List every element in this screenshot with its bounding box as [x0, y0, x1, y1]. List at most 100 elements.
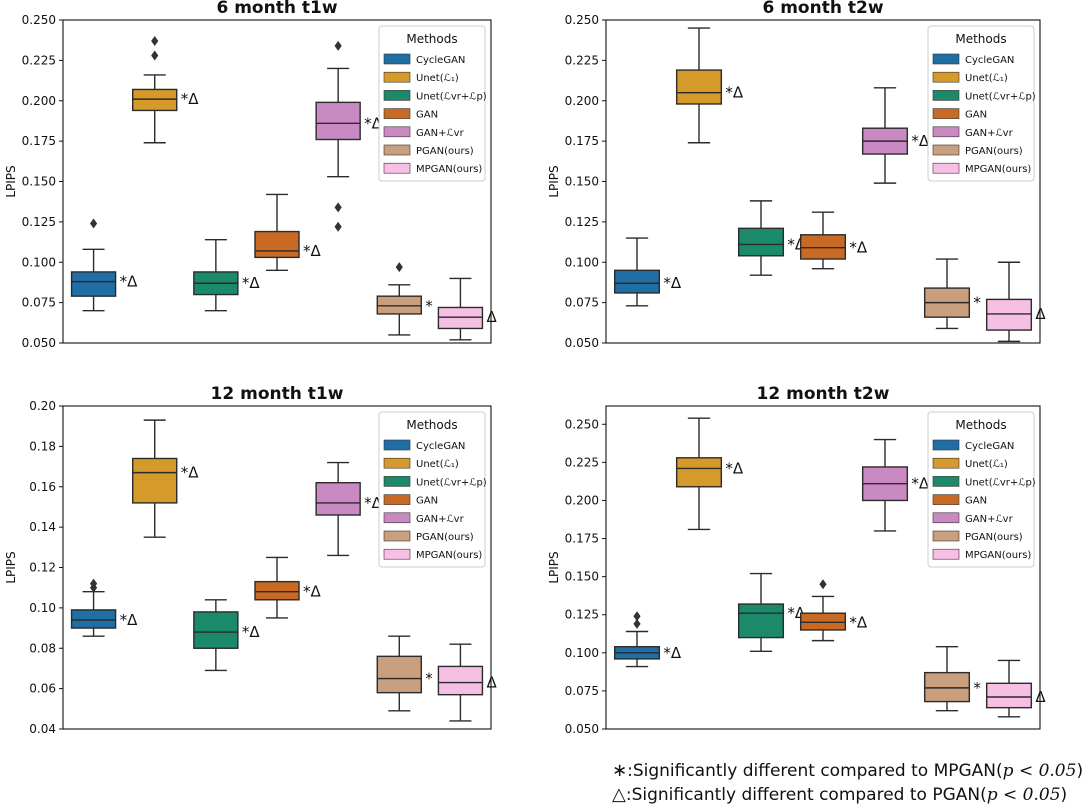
significance-annotation: * [425, 297, 433, 315]
outlier-marker [633, 611, 641, 622]
outlier-marker [334, 221, 342, 232]
chart-title: 12 month t2w [757, 384, 890, 404]
legend-swatch-gan-vr [383, 512, 411, 524]
box-gan: *Δ [254, 193, 322, 272]
legend-swatch-mpgan-ours [383, 548, 411, 560]
box-body [132, 88, 178, 112]
legend-label-cyclegan: CycleGAN [965, 55, 1014, 66]
box-body [737, 227, 785, 257]
y-tick-label: 0.150 [565, 175, 599, 189]
box-body [799, 234, 847, 260]
outlier-marker [151, 35, 159, 46]
outlier-marker [89, 578, 98, 589]
legend-swatch-mpgan-ours [383, 162, 411, 174]
legend-frame [927, 25, 1035, 182]
legend-label-unet-vr-p: Unet(ℒvr+ℒp) [416, 91, 487, 102]
box-unet-l1: *Δ [132, 419, 199, 538]
significance-annotation: *Δ [725, 459, 744, 477]
legend-swatch-unet-vr-p [932, 90, 960, 101]
box-unet-lvr-lp: *Δ [737, 572, 806, 652]
y-tick-label: 0.075 [565, 684, 599, 698]
significance-annotation: *Δ [181, 90, 200, 108]
legend-label-gan: GAN [416, 496, 438, 507]
significance-annotation: *Δ [120, 611, 139, 629]
legend-label-unet-vr-p: Unet(ℒvr+ℒp) [965, 91, 1036, 102]
significance-annotation: *Δ [242, 274, 261, 292]
significance-annotation: * [425, 670, 433, 688]
y-tick-label: 0.100 [565, 255, 599, 269]
y-tick-label: 0.050 [565, 336, 599, 350]
outlier-marker [633, 618, 641, 629]
y-tick-label: 0.10 [29, 601, 56, 615]
y-tick-label: 0.16 [29, 480, 56, 494]
chart-panel-6-month-t1w: 6 month t1w LPIPS 0.050 0.075 0.100 0.125 0.15… [4, 0, 497, 350]
chart-panel-12-month-t2w: 12 month t2w LPIPS 0.050 0.075 0.100 0.125 0.1… [547, 384, 1046, 736]
box-unet-l1: *Δ [675, 417, 744, 531]
y-tick-label: 0.150 [22, 175, 56, 189]
legend-label-gan-vr: GAN+ℒvr [416, 514, 465, 525]
chart-panel-6-month-t2w: 6 month t2w LPIPS 0.050 0.075 0.100 0.125 0.15… [547, 0, 1046, 350]
legend-swatch-gan [932, 108, 960, 119]
y-tick-label: 0.175 [565, 134, 599, 148]
legend-frame [378, 25, 486, 182]
significance-annotation: *Δ [725, 84, 744, 102]
footnote-mpgan: ∗:Significantly different compared to MP… [612, 760, 1084, 781]
y-tick-label: 0.18 [29, 439, 56, 453]
box-gan: *Δ [799, 579, 868, 642]
significance-annotation: *Δ [663, 274, 682, 292]
outlier-marker [334, 202, 342, 213]
box-body [376, 295, 422, 315]
significance-annotation: *Δ [911, 132, 930, 150]
legend-swatch-unet [932, 71, 960, 83]
footnote-pgan-pvalue: p < 0.05 [986, 785, 1061, 805]
box-body [315, 101, 361, 141]
y-tick-label: 0.100 [22, 255, 56, 269]
outlier-marker [89, 218, 98, 229]
outlier-marker [334, 40, 342, 51]
y-tick-label: 0.250 [22, 13, 56, 27]
box-body [70, 609, 117, 629]
footnote-mpgan-text: :Significantly different compared to MPG… [627, 761, 1003, 781]
significance-annotation: Δ [1035, 688, 1046, 706]
box-body [675, 457, 723, 488]
significance-annotation: * [973, 679, 981, 697]
legend-swatch-pgan-ours [932, 530, 960, 542]
legend-label-unet-vr-p: Unet(ℒvr+ℒp) [965, 477, 1036, 488]
legend-label-mpgan-ours: MPGAN(ours) [965, 550, 1031, 561]
plot-frame [605, 19, 1041, 344]
box-body [437, 306, 484, 330]
legend-swatch-gan [383, 108, 411, 119]
significance-annotation: *Δ [911, 475, 930, 493]
significance-annotation: Δ [486, 308, 497, 326]
significance-annotation: *Δ [849, 239, 868, 257]
y-axis-label: LPIPS [547, 551, 561, 583]
legend-swatch-unet-vr-p [383, 90, 411, 101]
y-tick-label: 0.175 [565, 532, 599, 546]
legend-frame [927, 411, 1035, 568]
y-tick-label: 0.225 [565, 455, 599, 469]
box-gan-lvr: *Δ [315, 461, 383, 557]
box-body [70, 271, 117, 297]
y-tick-label: 0.04 [29, 722, 56, 736]
box-body [132, 457, 178, 504]
y-tick-label: 0.150 [565, 570, 599, 584]
box-pgan-ours: * [923, 258, 981, 330]
box-cyclegan: *Δ [70, 218, 139, 312]
footnote-pgan-text: :Significantly different compared to PGA… [625, 785, 987, 805]
box-mpgan-ours: Δ [985, 659, 1046, 718]
legend-title: Methods [955, 418, 1006, 432]
significance-annotation: *Δ [364, 494, 383, 512]
legend-label-unet-vr-p: Unet(ℒvr+ℒp) [416, 477, 487, 488]
legend-label-unet: Unet(ℒ₁) [965, 459, 1008, 470]
legend-label-mpgan-ours: MPGAN(ours) [965, 164, 1031, 175]
y-tick-label: 0.12 [29, 561, 56, 575]
legend-swatch-gan-vr [932, 512, 960, 524]
box-body [675, 69, 723, 105]
box-pgan-ours: * [376, 262, 433, 336]
legend-label-gan-vr: GAN+ℒvr [965, 128, 1014, 139]
y-axis-label: LPIPS [547, 165, 561, 197]
significance-annotation: *Δ [120, 273, 139, 291]
box-gan: *Δ [799, 211, 868, 270]
legend-swatch-mpgan-ours [932, 162, 960, 174]
box-mpgan-ours: Δ [985, 261, 1046, 343]
